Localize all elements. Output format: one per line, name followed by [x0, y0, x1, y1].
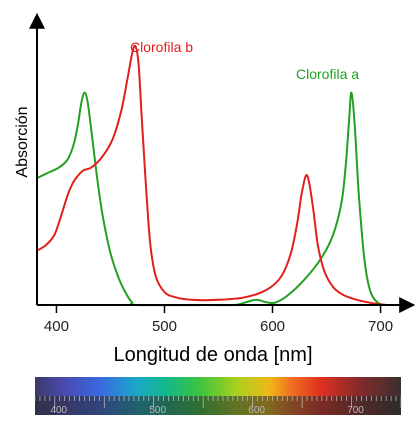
spectrum-bar: 400 500 600 700 — [34, 377, 402, 416]
x-axis-title: Longitud de onda [nm] — [113, 344, 312, 366]
spectrum-label-600: 600 — [248, 405, 265, 416]
series-line-clorofila-b — [36, 44, 387, 306]
spectrum-label-400: 400 — [50, 405, 67, 416]
spectrum-label-500: 500 — [149, 405, 166, 416]
series-layer — [36, 44, 387, 307]
series-line-clorofila-a — [36, 91, 387, 307]
series-label-clorofila-b: Clorofila b — [130, 39, 193, 55]
spectrum-label-700: 700 — [347, 405, 364, 416]
y-axis-title: Absorción — [14, 106, 31, 177]
x-tick-label-700: 700 — [368, 318, 393, 335]
x-tick-label-400: 400 — [44, 318, 69, 335]
x-ticks: 400 500 600 700 — [44, 305, 393, 335]
spectrum-scale-strip — [35, 396, 401, 415]
x-tick-label-500: 500 — [152, 318, 177, 335]
series-label-clorofila-a: Clorofila a — [296, 66, 359, 82]
x-tick-label-600: 600 — [260, 318, 285, 335]
spectrum-ticks: 400 500 600 700 — [34, 396, 402, 416]
